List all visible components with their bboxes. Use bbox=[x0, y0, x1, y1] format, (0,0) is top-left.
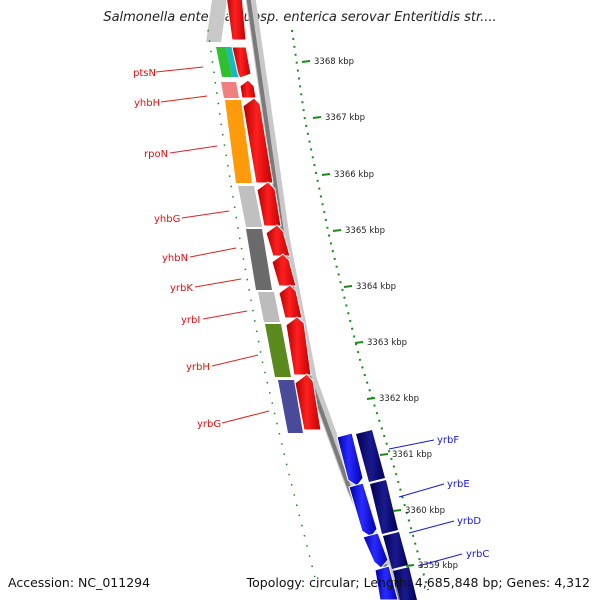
cog-block-yrbH bbox=[278, 380, 303, 433]
topology-text: Topology: circular; Length: 4,685,848 bp… bbox=[246, 575, 590, 590]
map-title: Salmonella enterica subsp. enterica sero… bbox=[103, 10, 497, 25]
scale-tick bbox=[343, 285, 353, 288]
scale-tick bbox=[321, 173, 331, 176]
tick-label: 3362 kbp bbox=[379, 394, 419, 404]
tick-label: 3360 kbp bbox=[405, 506, 445, 516]
gene-label-yhbN: yhbN bbox=[162, 253, 188, 264]
tick-track bbox=[291, 29, 429, 591]
scale-tick bbox=[301, 60, 311, 63]
gene-arrow-yrbI bbox=[278, 284, 303, 319]
gene-label-yrbE: yrbE bbox=[447, 479, 470, 490]
cog-track-reverse bbox=[206, 0, 303, 433]
gene-label-yrbI: yrbI bbox=[181, 315, 200, 326]
cog-block-yhbN bbox=[246, 229, 272, 290]
cog-block-yrbI bbox=[265, 324, 291, 377]
cog-block-yrbC bbox=[393, 567, 417, 600]
gene-arrow-yrbG bbox=[294, 373, 322, 431]
reverse-gene-labels bbox=[155, 66, 270, 424]
gene-label-yrbD: yrbD bbox=[457, 516, 481, 527]
tick-label: 3364 kbp bbox=[356, 282, 396, 292]
gene-label-yrbF: yrbF bbox=[437, 435, 459, 446]
scale-tick bbox=[405, 564, 415, 567]
scale-tick bbox=[312, 116, 322, 119]
gene-arrow-yrbE bbox=[348, 482, 378, 538]
gene-label-yhbG: yhbG bbox=[154, 214, 180, 225]
gene-arrow-ptsN bbox=[231, 46, 252, 79]
forward-strand-genes bbox=[336, 430, 417, 600]
cog-block-ptsN bbox=[216, 47, 232, 77]
accession-text: Accession: NC_011294 bbox=[8, 575, 151, 590]
gene-label-yhbH: yhbH bbox=[134, 98, 160, 109]
gene-arrow-rpoN bbox=[242, 97, 274, 184]
cog-block-yhbG bbox=[238, 186, 262, 227]
gene-arrow-yrbH bbox=[285, 316, 312, 376]
scale-tick bbox=[379, 453, 389, 456]
tick-label: 3366 kbp bbox=[334, 170, 374, 180]
gene-label-yrbH: yrbH bbox=[186, 362, 210, 373]
scale-tick bbox=[366, 397, 376, 400]
gene-label-yrbC: yrbC bbox=[466, 549, 489, 560]
tick-label: 3365 kbp bbox=[345, 226, 385, 236]
cog-block-ptsN-2 bbox=[226, 47, 239, 77]
gene-arrow-yhbG bbox=[256, 181, 282, 227]
cog-block-yrbF bbox=[356, 430, 385, 482]
tick-label: 3367 kbp bbox=[325, 113, 365, 123]
gene-arrow-yhbH bbox=[239, 79, 257, 99]
gene-arrow-yrbF bbox=[336, 432, 364, 487]
cog-block-yhbH bbox=[221, 82, 239, 98]
gene-arrow-top bbox=[226, 0, 247, 41]
gene-label-rpoN: rpoN bbox=[144, 149, 168, 160]
scale-tick bbox=[332, 229, 342, 232]
cog-block-yrbK bbox=[258, 292, 280, 322]
gene-arrow-yrbC bbox=[374, 565, 399, 600]
gene-label-yrbG: yrbG bbox=[197, 419, 221, 430]
cog-block-yrbE bbox=[370, 480, 398, 534]
gene-arrow-yrbD bbox=[362, 532, 389, 569]
cog-block-top bbox=[206, 0, 228, 42]
tick-label: 3368 kbp bbox=[314, 57, 354, 67]
scale-tick-labels: 3368 kbp 3367 kbp 3366 kbp 3365 kbp 3364… bbox=[314, 57, 458, 571]
tick-label: 3359 kbp bbox=[418, 561, 458, 571]
gene-arrow-yrbK bbox=[271, 253, 297, 287]
tick-label: 3363 kbp bbox=[367, 338, 407, 348]
tick-label: 3361 kbp bbox=[392, 450, 432, 460]
gene-label-yrbK: yrbK bbox=[170, 283, 193, 294]
gene-label-ptsN: ptsN bbox=[133, 68, 156, 79]
scale-tick bbox=[392, 509, 402, 512]
forward-gene-labels bbox=[388, 439, 463, 567]
feature-track-left bbox=[207, 29, 319, 591]
cog-block-rpoN bbox=[225, 100, 252, 183]
reverse-strand-genes bbox=[226, 0, 322, 431]
gene-arrow-yhbN bbox=[265, 224, 291, 257]
scale-ticks bbox=[301, 60, 415, 567]
scale-tick bbox=[354, 341, 364, 344]
cog-block-yrbD bbox=[383, 532, 408, 569]
